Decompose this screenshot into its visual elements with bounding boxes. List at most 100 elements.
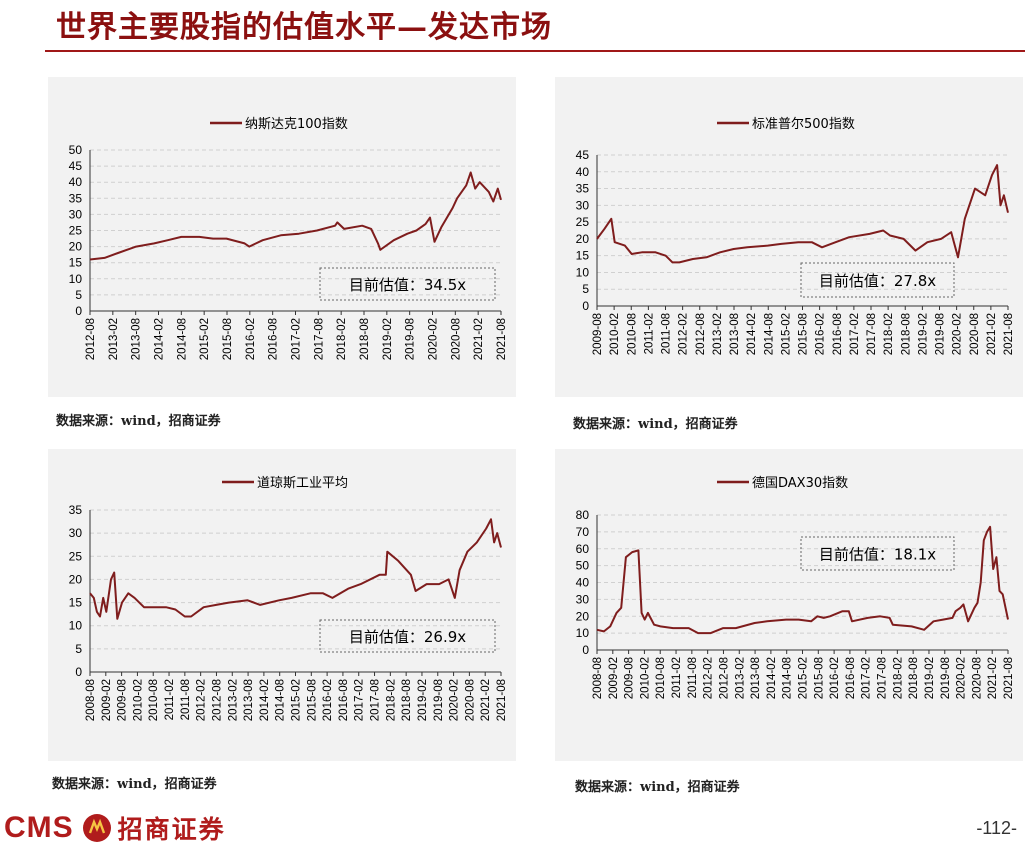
x-tick-label: 2015-02 [780, 313, 792, 355]
series-line [596, 525, 1009, 635]
x-tick-label: 2017-08 [877, 657, 889, 699]
x-tick-label: 2014-02 [259, 679, 271, 721]
x-tick-label: 2009-08 [592, 313, 604, 355]
x-tick-label: 2011-02 [671, 657, 683, 698]
x-tick-label: 2009-02 [608, 657, 620, 699]
x-tick-label: 2014-02 [154, 318, 166, 360]
y-tick-label: 80 [576, 508, 590, 522]
y-tick-label: 60 [576, 542, 590, 556]
source-note: 数据来源：wind，招商证券 [56, 414, 221, 429]
x-tick-label: 2012-02 [196, 679, 208, 721]
source-note: 数据来源：wind，招商证券 [573, 417, 738, 432]
x-tick-label: 2016-02 [829, 657, 841, 699]
x-tick-label: 2019-02 [924, 657, 936, 699]
x-tick-label: 2016-08 [832, 313, 844, 355]
x-tick-label: 2014-08 [176, 318, 188, 360]
x-tick-label: 2020-02 [449, 679, 461, 721]
y-tick-label: 20 [69, 240, 83, 254]
x-tick-label: 2011-08 [180, 679, 192, 720]
legend-label: 道琼斯工业平均 [257, 476, 348, 491]
y-tick-label: 30 [576, 592, 590, 606]
y-tick-label: 35 [69, 503, 83, 517]
cms-logo: CMS 招商证券 [4, 809, 226, 847]
x-tick-label: 2017-02 [849, 313, 861, 355]
x-tick-label: 2015-08 [306, 679, 318, 721]
annotation-box [319, 619, 496, 653]
x-tick-label: 2018-02 [385, 679, 397, 721]
annotation-box [800, 262, 955, 298]
x-tick-label: 2017-08 [370, 679, 382, 721]
y-tick-label: 35 [69, 191, 83, 205]
x-tick-label: 2020-02 [956, 657, 968, 699]
x-tick-label: 2019-08 [433, 679, 445, 721]
nasdaq-chart: 0 5 10 15 20 25 30 35 40 45 50 2012-08 2013-02 2013-0… [69, 117, 508, 360]
x-tick-label: 2012-02 [703, 657, 715, 699]
x-tick-label: 2011-02 [164, 679, 176, 720]
y-tick-label: 25 [69, 549, 83, 563]
x-tick-label: 2013-08 [131, 318, 143, 360]
x-tick-label: 2021-08 [496, 679, 508, 721]
x-tick-label: 2018-02 [336, 318, 348, 360]
x-tick-label: 2010-08 [148, 679, 160, 721]
y-tick-label: 5 [75, 642, 82, 656]
legend-label: 德国DAX30指数 [752, 476, 848, 491]
x-tick-label: 2016-02 [815, 313, 827, 355]
page-number: -112- [976, 818, 1017, 838]
x-tick-label: 2018-08 [359, 318, 371, 360]
x-tick-label: 2014-02 [766, 657, 778, 699]
x-tick-label: 2015-08 [813, 657, 825, 699]
x-tick-label: 2016-02 [322, 679, 334, 721]
x-tick-label: 2013-02 [227, 679, 239, 721]
chart-panel-nasdaq: 0 5 10 15 20 25 30 35 40 45 50 2012-08 2013-02 2013-0… [48, 77, 516, 397]
logo-mark-icon [82, 814, 111, 842]
x-tick-label: 2009-02 [101, 679, 113, 721]
y-tick-label: 45 [576, 148, 590, 162]
x-tick-label: 2012-08 [695, 313, 707, 355]
legend-label: 标准普尔500指数 [752, 117, 855, 132]
y-tick-label: 15 [69, 256, 83, 270]
x-tick-label: 2017-02 [291, 318, 303, 360]
x-tick-label: 2020-08 [969, 313, 981, 355]
x-tick-label: 2008-08 [592, 657, 604, 699]
x-tick-label: 2013-08 [243, 679, 255, 721]
annotation-label: 目前估值：26.9x [349, 628, 466, 646]
series-line [89, 171, 502, 261]
chart-panel-sp500: 0 5 10 15 20 25 30 35 40 45 2009-08 2010-02 2010-08 2… [555, 77, 1023, 397]
x-tick-label: 2017-02 [354, 679, 366, 721]
x-tick-label: 2020-08 [971, 657, 983, 699]
x-tick-label: 2019-02 [917, 313, 929, 355]
x-tick-label: 2018-08 [908, 657, 920, 699]
title-rule [45, 50, 1025, 52]
x-tick-label: 2016-02 [245, 318, 257, 360]
x-tick-label: 2017-02 [861, 657, 873, 699]
y-tick-label: 25 [69, 224, 83, 238]
x-tick-label: 2013-02 [108, 318, 120, 360]
x-tick-label: 2016-08 [338, 679, 350, 721]
y-tick-label: 0 [75, 304, 82, 318]
series-line [596, 164, 1009, 264]
y-tick-label: 10 [69, 619, 83, 633]
y-tick-label: 0 [582, 299, 589, 313]
y-tick-label: 35 [576, 182, 590, 196]
x-tick-label: 2010-08 [655, 657, 667, 699]
x-tick-label: 2016-08 [268, 318, 280, 360]
legend-label: 纳斯达克100指数 [245, 117, 348, 132]
y-tick-label: 30 [69, 207, 83, 221]
x-tick-label: 2014-08 [782, 657, 794, 699]
x-tick-label: 2009-08 [624, 657, 636, 699]
x-tick-label: 2012-08 [718, 657, 730, 699]
y-tick-label: 40 [69, 175, 83, 189]
annotation-box [800, 536, 955, 571]
source-note: 数据来源：wind，招商证券 [575, 780, 740, 795]
x-tick-label: 2010-02 [639, 657, 651, 699]
x-tick-label: 2021-02 [473, 318, 485, 360]
x-tick-label: 2019-02 [382, 318, 394, 360]
x-tick-label: 2015-08 [222, 318, 234, 360]
x-tick-label: 2018-08 [900, 313, 912, 355]
x-tick-label: 2017-08 [313, 318, 325, 360]
sp500-chart: 0 5 10 15 20 25 30 35 40 45 2009-08 2010-02 2010-08 2… [576, 117, 1015, 355]
x-tick-label: 2021-08 [1003, 657, 1015, 699]
chart-panel-dax: 0 10 20 30 40 50 60 70 80 2008-08 2009-02 2009-08 20… [555, 449, 1023, 761]
y-tick-label: 0 [75, 665, 82, 679]
